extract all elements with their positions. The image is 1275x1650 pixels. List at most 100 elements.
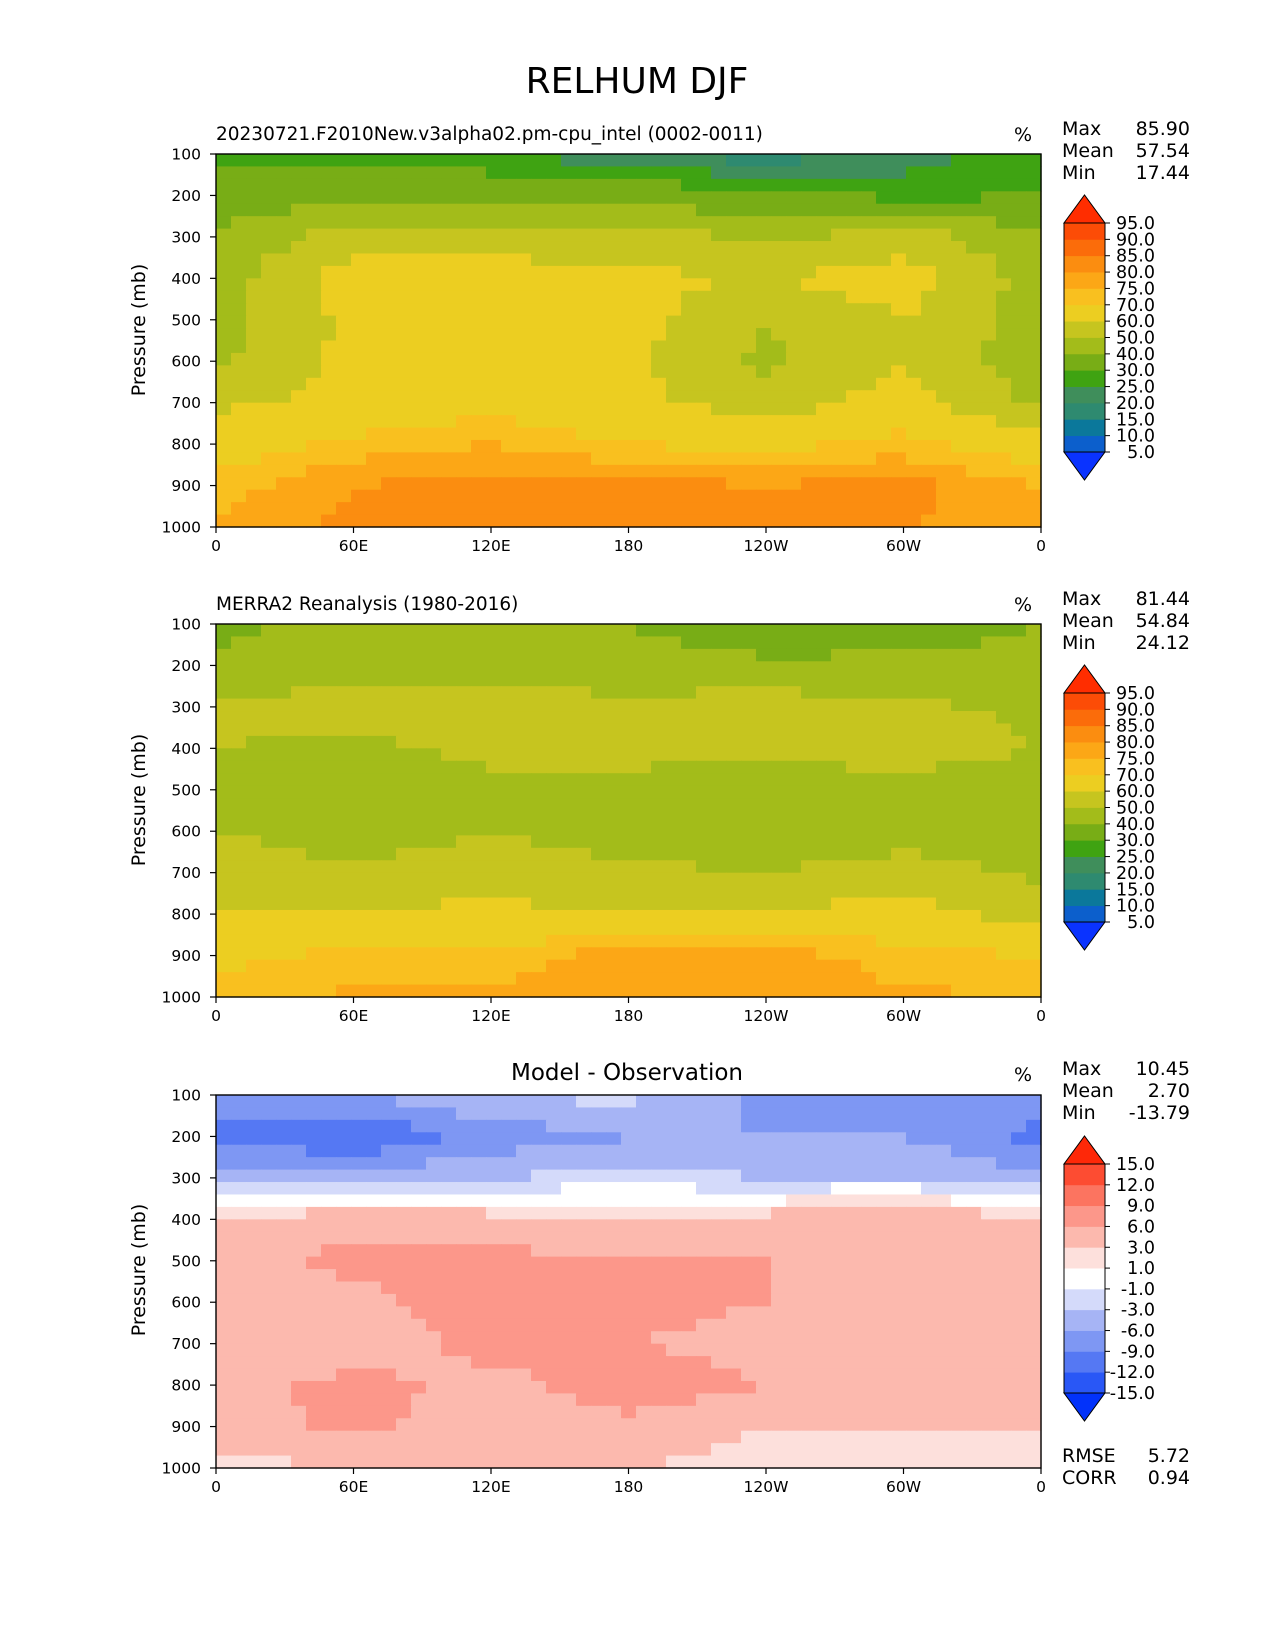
contour-cell bbox=[351, 352, 367, 366]
contour-cell bbox=[1011, 1331, 1027, 1345]
contour-cell bbox=[621, 502, 637, 516]
contour-cell bbox=[936, 624, 952, 638]
contour-cell bbox=[546, 253, 562, 267]
contour-cell bbox=[996, 1318, 1012, 1332]
contour-cell bbox=[876, 154, 892, 168]
contour-cell bbox=[711, 328, 727, 342]
contour-cell bbox=[426, 872, 442, 886]
contour-cell bbox=[1011, 377, 1027, 391]
contour-cell bbox=[1026, 648, 1042, 662]
contour-cell bbox=[1011, 1318, 1027, 1332]
contour-cell bbox=[366, 959, 382, 973]
contour-cell bbox=[396, 1356, 412, 1370]
contour-cell bbox=[651, 328, 667, 342]
contour-cell bbox=[756, 452, 772, 466]
contour-cell bbox=[801, 514, 817, 528]
contour-cell bbox=[666, 860, 682, 874]
contour-cell bbox=[261, 253, 277, 267]
contour-cell bbox=[681, 489, 697, 503]
contour-cell bbox=[336, 1182, 352, 1196]
contour-cell bbox=[546, 835, 562, 849]
contour-cell bbox=[726, 377, 742, 391]
contour-cell bbox=[966, 735, 982, 749]
contour-cell bbox=[501, 415, 517, 429]
contour-cell bbox=[1026, 686, 1042, 700]
contour-cell bbox=[1026, 390, 1042, 404]
contour-cell bbox=[621, 328, 637, 342]
contour-cell bbox=[396, 686, 412, 700]
contour-cell bbox=[966, 723, 982, 737]
contour-cell bbox=[861, 477, 877, 491]
contour-cell bbox=[996, 661, 1012, 675]
contour-cell bbox=[831, 328, 847, 342]
contour-cell bbox=[501, 922, 517, 936]
contour-cell bbox=[936, 1269, 952, 1283]
contour-cell bbox=[816, 265, 832, 279]
contour-cell bbox=[966, 427, 982, 441]
contour-cell bbox=[471, 673, 487, 687]
contour-cell bbox=[471, 972, 487, 986]
contour-cell bbox=[756, 1405, 772, 1419]
contour-cell bbox=[651, 402, 667, 416]
contour-cell bbox=[951, 415, 967, 429]
contour-cell bbox=[681, 835, 697, 849]
contour-cell bbox=[516, 1356, 532, 1370]
contour-cell bbox=[291, 909, 307, 923]
contour-cell bbox=[606, 897, 622, 911]
contour-cell bbox=[366, 191, 382, 205]
contour-cell bbox=[816, 1368, 832, 1382]
contour-cell bbox=[666, 648, 682, 662]
contour-cell bbox=[996, 1380, 1012, 1394]
contour-cell bbox=[861, 984, 877, 998]
contour-cell bbox=[966, 340, 982, 354]
contour-cell bbox=[771, 1231, 787, 1245]
contour-cell bbox=[681, 439, 697, 453]
contour-cell bbox=[561, 947, 577, 961]
contour-cell bbox=[771, 723, 787, 737]
contour-cell bbox=[741, 1331, 757, 1345]
contour-cell bbox=[816, 402, 832, 416]
contour-cell bbox=[366, 278, 382, 292]
contour-cell bbox=[306, 290, 322, 304]
contour-cell bbox=[606, 872, 622, 886]
contour-cell bbox=[351, 439, 367, 453]
contour-cell bbox=[531, 773, 547, 787]
contour-cell bbox=[1011, 390, 1027, 404]
contour-cell bbox=[891, 922, 907, 936]
contour-cell bbox=[591, 1293, 607, 1307]
contour-cell bbox=[756, 760, 772, 774]
contour-cell bbox=[471, 1368, 487, 1382]
contour-cell bbox=[546, 203, 562, 217]
contour-cell bbox=[576, 822, 592, 836]
contour-cell bbox=[996, 773, 1012, 787]
contour-cell bbox=[441, 154, 457, 168]
contour-cell bbox=[486, 315, 502, 329]
contour-cell bbox=[516, 686, 532, 700]
contour-cell bbox=[381, 785, 397, 799]
contour-cell bbox=[711, 154, 727, 168]
contour-cell bbox=[546, 402, 562, 416]
contour-cell bbox=[531, 1318, 547, 1332]
contour-cell bbox=[636, 686, 652, 700]
contour-cell bbox=[261, 415, 277, 429]
contour-cell bbox=[306, 1119, 322, 1133]
contour-cell bbox=[246, 735, 262, 749]
contour-cell bbox=[231, 452, 247, 466]
contour-cell bbox=[501, 760, 517, 774]
contour-cell bbox=[336, 352, 352, 366]
contour-cell bbox=[981, 1418, 997, 1432]
contour-cell bbox=[1011, 860, 1027, 874]
contour-cell bbox=[306, 972, 322, 986]
contour-cell bbox=[561, 636, 577, 650]
contour-cell bbox=[696, 340, 712, 354]
contour-cell bbox=[741, 1194, 757, 1208]
contour-cell bbox=[966, 748, 982, 762]
contour-cell bbox=[276, 439, 292, 453]
contour-cell bbox=[831, 835, 847, 849]
contour-cell bbox=[1011, 661, 1027, 675]
contour-cell bbox=[366, 673, 382, 687]
contour-cell bbox=[666, 340, 682, 354]
contour-cell bbox=[411, 885, 427, 899]
contour-cell bbox=[366, 489, 382, 503]
contour-cell bbox=[336, 377, 352, 391]
